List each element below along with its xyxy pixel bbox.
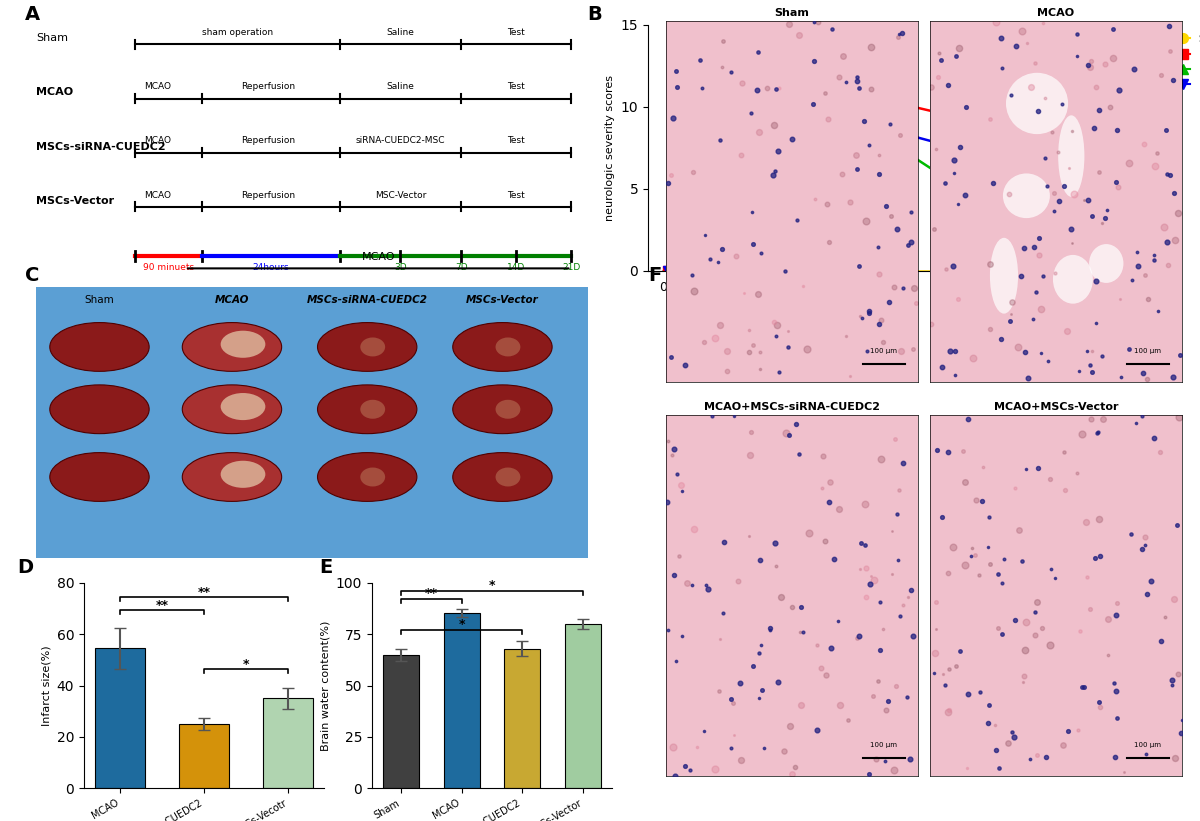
Text: Test: Test	[508, 136, 526, 145]
Ellipse shape	[182, 452, 282, 502]
Ellipse shape	[50, 323, 149, 371]
Ellipse shape	[182, 385, 282, 433]
Text: MCAO: MCAO	[215, 296, 250, 305]
Text: B: B	[588, 5, 602, 24]
Text: **: **	[425, 587, 438, 600]
Ellipse shape	[452, 452, 552, 502]
Text: MSCs-siRNA-CUEDC2: MSCs-siRNA-CUEDC2	[36, 141, 166, 152]
Ellipse shape	[50, 385, 149, 433]
Bar	[263, 699, 313, 788]
Text: siRNA-CUEDC2-MSC: siRNA-CUEDC2-MSC	[355, 136, 445, 145]
Text: MCAO: MCAO	[144, 190, 170, 200]
Ellipse shape	[452, 323, 552, 371]
Text: 90 minuets: 90 minuets	[143, 263, 194, 272]
Text: **: **	[1054, 110, 1067, 123]
Legend: Sham, MCAO, MSCs-siRNA-CUEDC2, MSCs-Vector: Sham, MCAO, MSCs-siRNA-CUEDC2, MSCs-Vect…	[1171, 30, 1200, 94]
Text: **: **	[760, 59, 773, 72]
Text: 7D: 7D	[455, 263, 467, 272]
Text: MSC-Vector: MSC-Vector	[374, 190, 426, 200]
Text: A: A	[25, 5, 40, 24]
Text: 24hours: 24hours	[252, 263, 289, 272]
Ellipse shape	[1058, 115, 1085, 197]
Ellipse shape	[496, 400, 521, 419]
Title: MCAO+MSCs-Vector: MCAO+MSCs-Vector	[994, 402, 1118, 412]
Ellipse shape	[1003, 173, 1050, 218]
Text: **: **	[956, 131, 968, 144]
Ellipse shape	[360, 400, 385, 419]
Text: Reperfusion: Reperfusion	[241, 136, 295, 145]
Ellipse shape	[318, 452, 416, 502]
Text: 100 μm: 100 μm	[870, 742, 898, 748]
Text: Test: Test	[508, 28, 526, 37]
Ellipse shape	[1052, 255, 1093, 304]
Bar	[179, 724, 229, 788]
Ellipse shape	[50, 452, 149, 502]
Text: Test: Test	[508, 190, 526, 200]
Ellipse shape	[1006, 73, 1068, 134]
Text: 21D: 21D	[563, 263, 581, 272]
Text: **: **	[198, 585, 210, 599]
Text: MSCs-Vector: MSCs-Vector	[466, 296, 539, 305]
Text: 100 μm: 100 μm	[870, 348, 898, 354]
Text: MCAO: MCAO	[36, 87, 73, 98]
Text: *: *	[458, 618, 464, 631]
Ellipse shape	[360, 337, 385, 356]
Text: **: **	[156, 599, 168, 612]
Text: 14D: 14D	[508, 263, 526, 272]
Text: MSCs-Vector: MSCs-Vector	[36, 195, 114, 206]
Text: Saline: Saline	[386, 28, 414, 37]
Title: Sham: Sham	[774, 8, 810, 18]
Text: **: **	[1054, 143, 1067, 156]
Ellipse shape	[360, 467, 385, 487]
Text: sham operation: sham operation	[202, 28, 274, 37]
Text: E: E	[319, 558, 332, 577]
Text: MCAO: MCAO	[361, 252, 395, 262]
Text: Sham: Sham	[85, 296, 114, 305]
Ellipse shape	[221, 393, 265, 420]
Bar	[444, 612, 480, 788]
Ellipse shape	[221, 461, 265, 488]
Text: MCAO: MCAO	[144, 136, 170, 145]
Text: D: D	[17, 558, 32, 577]
Y-axis label: Brain water content(%): Brain water content(%)	[320, 621, 330, 750]
Title: MCAO: MCAO	[1038, 8, 1074, 18]
FancyBboxPatch shape	[36, 287, 588, 558]
Ellipse shape	[221, 331, 265, 358]
Text: 3D: 3D	[394, 263, 407, 272]
Text: MSCs-siRNA-CUEDC2: MSCs-siRNA-CUEDC2	[307, 296, 427, 305]
Text: *: *	[242, 658, 250, 671]
Ellipse shape	[318, 323, 416, 371]
Y-axis label: neurologic severity scores: neurologic severity scores	[605, 75, 616, 221]
Ellipse shape	[452, 385, 552, 433]
Text: Reperfusion: Reperfusion	[241, 82, 295, 91]
Bar	[95, 649, 145, 788]
Ellipse shape	[1090, 244, 1123, 283]
Text: Saline: Saline	[386, 82, 414, 91]
Text: F: F	[648, 266, 661, 285]
Text: Reperfusion: Reperfusion	[241, 190, 295, 200]
Ellipse shape	[182, 323, 282, 371]
Bar	[565, 624, 601, 788]
Text: MCAO: MCAO	[144, 82, 170, 91]
Ellipse shape	[496, 337, 521, 356]
Ellipse shape	[990, 238, 1018, 314]
Text: *: *	[488, 579, 496, 592]
Text: Sham: Sham	[36, 33, 68, 44]
Bar	[383, 655, 419, 788]
Text: *: *	[860, 66, 868, 79]
Text: Test: Test	[508, 82, 526, 91]
Text: 100 μm: 100 μm	[1134, 348, 1162, 354]
Title: MCAO+MSCs-siRNA-CUEDC2: MCAO+MSCs-siRNA-CUEDC2	[704, 402, 880, 412]
Ellipse shape	[496, 467, 521, 487]
Ellipse shape	[318, 385, 416, 433]
Bar	[504, 649, 540, 788]
Y-axis label: Infarct size(%): Infarct size(%)	[41, 645, 52, 726]
Text: 100 μm: 100 μm	[1134, 742, 1162, 748]
Text: C: C	[25, 266, 40, 285]
Text: **: **	[956, 95, 968, 108]
